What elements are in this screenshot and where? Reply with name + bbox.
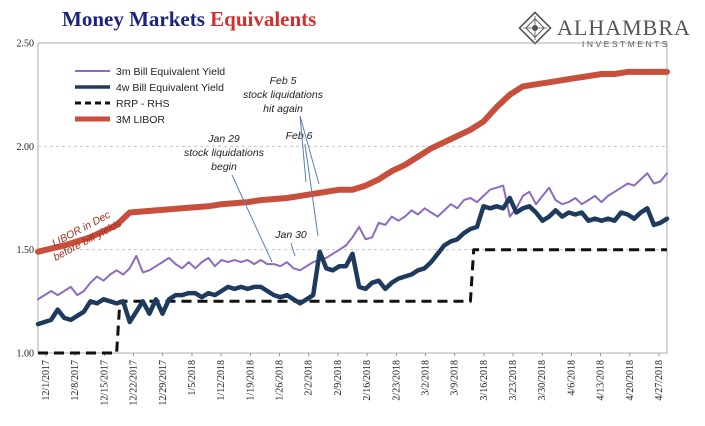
- x-tick-label: 4/27/2018: [654, 360, 665, 401]
- x-tick-label: 1/12/2018: [216, 360, 227, 401]
- series-4w-bill-line: [35, 195, 670, 327]
- legend-label-4w-bill: 4w Bill Equivalent Yield: [116, 82, 224, 94]
- x-tick-label: 12/22/2017: [129, 360, 140, 406]
- legend-label-rrp: RRP - RHS: [116, 98, 169, 110]
- x-tick-label: 1/19/2018: [245, 360, 256, 401]
- plot-area: [37, 42, 668, 354]
- series-3m-bill-line: [37, 172, 668, 301]
- x-tick-label: 3/30/2018: [537, 360, 548, 401]
- annotation-feb5-line-3: hit again: [263, 103, 303, 115]
- x-tick-label: 12/29/2017: [158, 360, 169, 406]
- arrow-feb6: [304, 143, 319, 237]
- brand-name: ALHAMBRA: [557, 15, 691, 40]
- legend-label-3m-bill: 3m Bill Equivalent Yield: [116, 66, 225, 78]
- series-lines: [35, 68, 670, 355]
- annotation-feb6: Feb 6: [286, 130, 313, 142]
- x-tick-label: 2/2/2018: [304, 360, 315, 396]
- arrow-jan30: [290, 242, 296, 257]
- x-tick-label: 2/9/2018: [333, 360, 344, 396]
- y-tick-label: 2.50: [17, 39, 35, 50]
- annotation-arrows: [231, 115, 320, 263]
- y-axis-ticks: 1.00 1.50 2.00 2.50: [17, 39, 35, 360]
- chart-title-part-2: Equivalents: [210, 7, 316, 31]
- x-tick-label: 12/15/2017: [99, 360, 110, 406]
- x-tick-label: 3/23/2018: [508, 360, 519, 401]
- chart-title: Money Markets Equivalents: [62, 7, 316, 31]
- x-tick-label: 4/20/2018: [625, 360, 636, 401]
- x-tick-label: 4/6/2018: [566, 360, 577, 396]
- annotation-feb5-line-2: stock liquidations: [243, 89, 324, 101]
- annotation-jan29-line-1: Jan 29: [207, 133, 240, 145]
- annotation-jan29-line-2: stock liquidations: [184, 147, 265, 159]
- x-axis-ticks: 12/1/2017 12/8/2017 12/15/2017 12/22/2017 12…: [41, 353, 665, 406]
- x-tick-label: 2/23/2018: [391, 360, 402, 401]
- legend-label-libor: 3M LIBOR: [116, 114, 165, 126]
- x-tick-label: 12/1/2017: [41, 360, 52, 401]
- alhambra-logo: ALHAMBRA INVESTMENTS: [518, 11, 691, 49]
- chart-legend: 3m Bill Equivalent Yield 4w Bill Equival…: [75, 66, 225, 126]
- brand-subtitle: INVESTMENTS: [582, 39, 670, 49]
- annotation-feb5-line-1: Feb 5: [270, 75, 297, 87]
- x-tick-label: 1/5/2018: [187, 360, 198, 396]
- x-tick-label: 12/8/2017: [70, 360, 81, 401]
- annotation-jan29-line-3: begin: [211, 161, 237, 173]
- x-tick-label: 3/2/2018: [420, 360, 431, 396]
- arrow-feb5-a: [299, 115, 320, 185]
- arrow-jan29: [231, 174, 273, 263]
- annotation-libor-dec: LIBOR in Dec before bill yields: [50, 208, 124, 263]
- arrow-feb5-b: [299, 115, 307, 183]
- x-tick-label: 4/13/2018: [596, 360, 607, 401]
- x-tick-label: 3/9/2018: [450, 360, 461, 396]
- y-tick-label: 1.00: [17, 349, 35, 360]
- chart-title-part-1: Money Markets: [62, 7, 210, 31]
- grid-lines: [38, 145, 667, 251]
- series-libor-line: [35, 68, 670, 255]
- y-tick-label: 2.00: [17, 142, 35, 153]
- logo-emblem-icon: [518, 11, 552, 45]
- x-tick-label: 3/16/2018: [479, 360, 490, 401]
- annotation-jan30: Jan 30: [274, 229, 307, 241]
- y-tick-label: 1.50: [17, 245, 35, 256]
- x-tick-label: 2/16/2018: [362, 360, 373, 401]
- x-tick-label: 1/26/2018: [275, 360, 286, 401]
